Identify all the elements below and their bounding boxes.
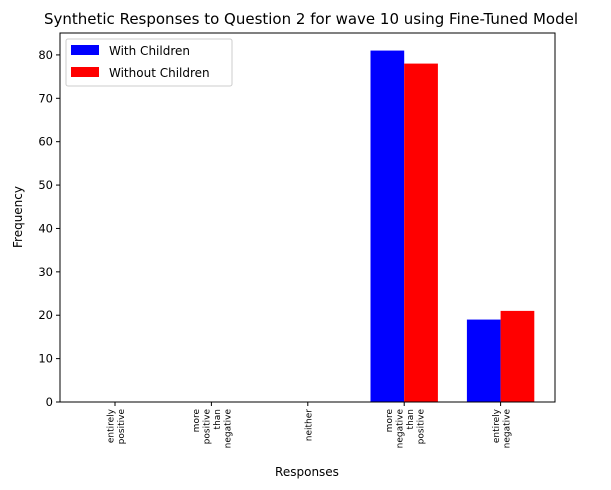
x-tick-label: more positive than negative bbox=[192, 409, 234, 449]
bars bbox=[370, 50, 535, 403]
legend-swatch-with-children bbox=[71, 45, 99, 55]
y-tick-label: 20 bbox=[38, 308, 53, 322]
legend-label-without-children: Without Children bbox=[109, 66, 210, 80]
y-axis-ticks: 0 10 20 30 40 50 60 70 80 bbox=[38, 48, 60, 409]
y-tick-label: 40 bbox=[38, 221, 53, 235]
bar-with-children-4 bbox=[466, 319, 501, 402]
x-tick-label: entirely positive bbox=[106, 408, 127, 444]
x-tick-label-line: entirely bbox=[492, 408, 502, 443]
x-axis-label: Responses bbox=[275, 465, 339, 479]
y-tick-label: 70 bbox=[38, 91, 53, 105]
x-tick-label-line: negative bbox=[502, 409, 512, 449]
x-tick-label-line: negative bbox=[224, 409, 234, 449]
legend-label-with-children: With Children bbox=[109, 44, 190, 58]
x-tick-label-line: more bbox=[192, 409, 202, 433]
x-tick-label-line: positive bbox=[203, 409, 213, 445]
y-axis-label: Frequency bbox=[11, 186, 25, 248]
x-tick-label: neither bbox=[304, 409, 314, 442]
bar-with-children-3 bbox=[370, 50, 405, 402]
bar-without-children-4 bbox=[500, 310, 535, 402]
x-tick-label: entirely negative bbox=[492, 408, 512, 448]
x-tick-label-line: neither bbox=[304, 409, 314, 442]
x-tick-label-line: positive bbox=[117, 409, 127, 445]
chart-title: Synthetic Responses to Question 2 for wa… bbox=[44, 10, 578, 28]
x-tick-label-line: than bbox=[213, 409, 223, 429]
x-axis-ticks: entirely positive more positive than negative… bbox=[106, 402, 512, 448]
x-tick-label-line: more bbox=[385, 409, 395, 433]
y-tick-label: 30 bbox=[38, 265, 53, 279]
y-tick-label: 0 bbox=[46, 395, 53, 409]
x-tick-label-line: negative bbox=[395, 409, 405, 449]
bar-without-children-3 bbox=[404, 63, 438, 403]
x-tick-label-line: entirely bbox=[106, 408, 116, 443]
legend: With Children Without Children bbox=[65, 38, 233, 87]
legend-swatch-without-children bbox=[71, 67, 99, 77]
legend-frame bbox=[65, 38, 233, 87]
plot-frame bbox=[59, 32, 556, 403]
x-tick-label: more negative than positive bbox=[385, 409, 427, 449]
x-tick-label-line: positive bbox=[416, 409, 426, 445]
y-tick-label: 60 bbox=[38, 135, 53, 149]
y-tick-label: 80 bbox=[38, 48, 53, 62]
y-tick-label: 50 bbox=[38, 178, 53, 192]
x-tick-label-line: than bbox=[406, 409, 416, 429]
y-tick-label: 10 bbox=[38, 352, 53, 366]
